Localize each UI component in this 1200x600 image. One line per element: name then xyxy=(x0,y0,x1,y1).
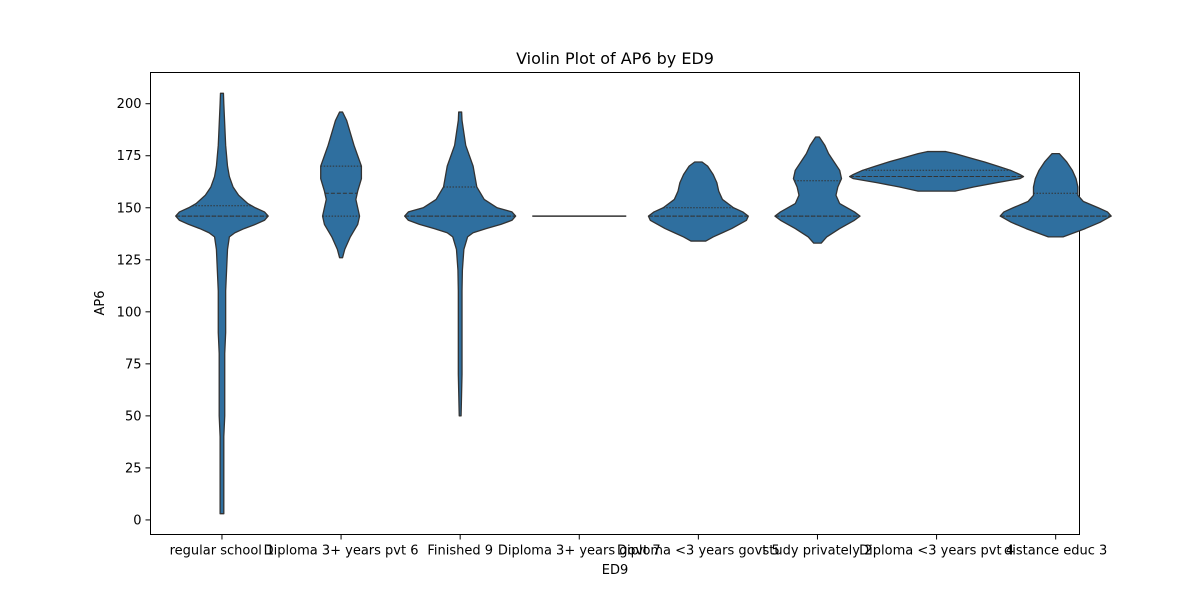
x-tick-label: Diploma 3+ years pvt 6 xyxy=(264,544,419,559)
violin-body xyxy=(404,111,517,417)
plot-area-frame xyxy=(150,72,1080,535)
violin-group xyxy=(404,111,517,417)
y-tick-label: 50 xyxy=(125,409,142,424)
x-tick-label: Finished 9 xyxy=(427,544,493,559)
violin-group xyxy=(320,111,363,259)
violin-group xyxy=(647,161,749,242)
y-tick-label: 150 xyxy=(117,201,142,216)
x-tick-label: regular school 1 xyxy=(170,544,275,559)
x-tick-label: Diploma 3+ years govt 7 xyxy=(498,544,661,559)
x-tick-label: study privately 2 xyxy=(763,544,873,559)
violin-body xyxy=(175,92,269,515)
x-tick-label: Diploma <3 years pvt 4 xyxy=(859,544,1014,559)
y-tick-label: 25 xyxy=(125,461,142,476)
violin-body xyxy=(774,136,861,244)
y-tick-label: 75 xyxy=(125,357,142,372)
violin-group xyxy=(999,153,1112,238)
violin-body xyxy=(320,111,363,259)
chart-title: Violin Plot of AP6 by ED9 xyxy=(516,49,714,68)
violin-body xyxy=(848,150,1025,192)
y-tick-label: 125 xyxy=(117,253,142,268)
violin-group xyxy=(848,150,1025,192)
violin-body xyxy=(647,161,749,242)
x-tick-label: distance educ 3 xyxy=(1004,544,1107,559)
y-axis-label: AP6 xyxy=(93,290,108,315)
y-tick-label: 100 xyxy=(117,305,142,320)
y-tick-label: 175 xyxy=(117,149,142,164)
x-axis-label: ED9 xyxy=(602,563,629,578)
y-tick-label: 0 xyxy=(133,513,141,528)
violin-body xyxy=(999,153,1112,238)
y-tick-label: 200 xyxy=(117,97,142,112)
violin-group xyxy=(774,136,861,244)
violin-group xyxy=(175,92,269,515)
x-tick-label: Diploma <3 years govt 5 xyxy=(617,544,780,559)
y-axis: 0 25 50 75 100 125 150 175 200 xyxy=(117,97,151,528)
violins-layer xyxy=(175,92,1112,515)
